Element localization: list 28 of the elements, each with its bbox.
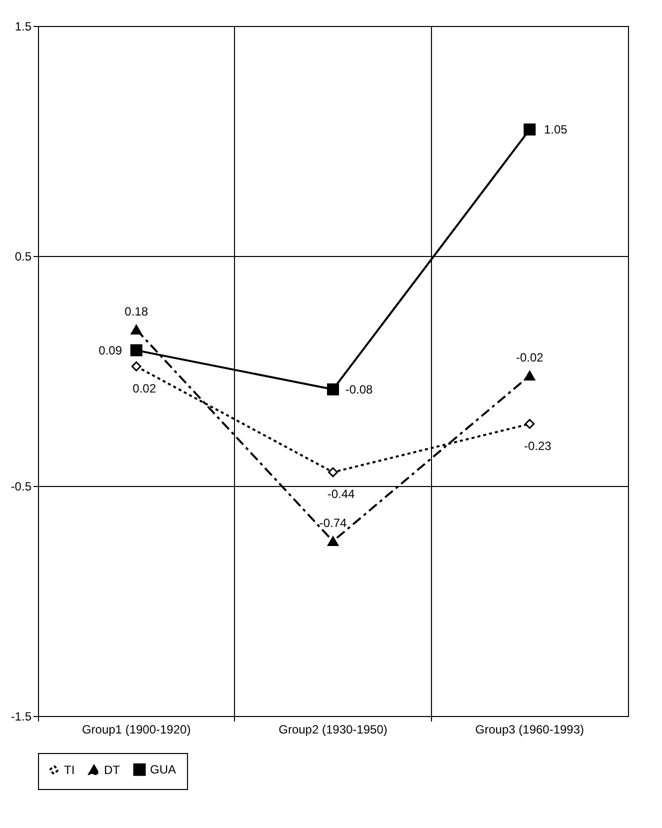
data-label: 0.09	[98, 343, 122, 358]
point	[130, 324, 142, 334]
y-tick-label: -1.5	[10, 710, 32, 724]
point	[327, 383, 339, 396]
data-label: 1.05	[544, 122, 568, 136]
data-label: 0.02	[132, 381, 156, 396]
legend-label: TI	[64, 762, 75, 777]
y-tick-label: 1.5	[14, 20, 32, 34]
data-label: -0.08	[345, 382, 373, 396]
legend-label: DT	[104, 762, 121, 777]
x-tick-label: Group3 (1960-1993)	[475, 722, 584, 736]
y-tick-label: 0.5	[14, 250, 32, 264]
x-tick-label: Group2 (1930-1950)	[278, 722, 388, 736]
data-label: 0.18	[124, 304, 148, 319]
point	[328, 536, 338, 546]
point	[131, 361, 142, 372]
point	[524, 418, 535, 429]
point	[130, 344, 142, 356]
data-label: -0.74	[319, 516, 347, 530]
legend-label: GUA	[150, 762, 176, 777]
data-label: -0.44	[327, 487, 355, 502]
point	[328, 467, 338, 478]
x-tick-label: Group1 (1900-1920)	[82, 722, 191, 736]
data-label: -0.23	[524, 438, 552, 453]
point	[524, 124, 536, 136]
point	[524, 370, 536, 380]
y-tick-label: -0.5	[10, 480, 32, 494]
data-label: -0.02	[516, 350, 544, 365]
